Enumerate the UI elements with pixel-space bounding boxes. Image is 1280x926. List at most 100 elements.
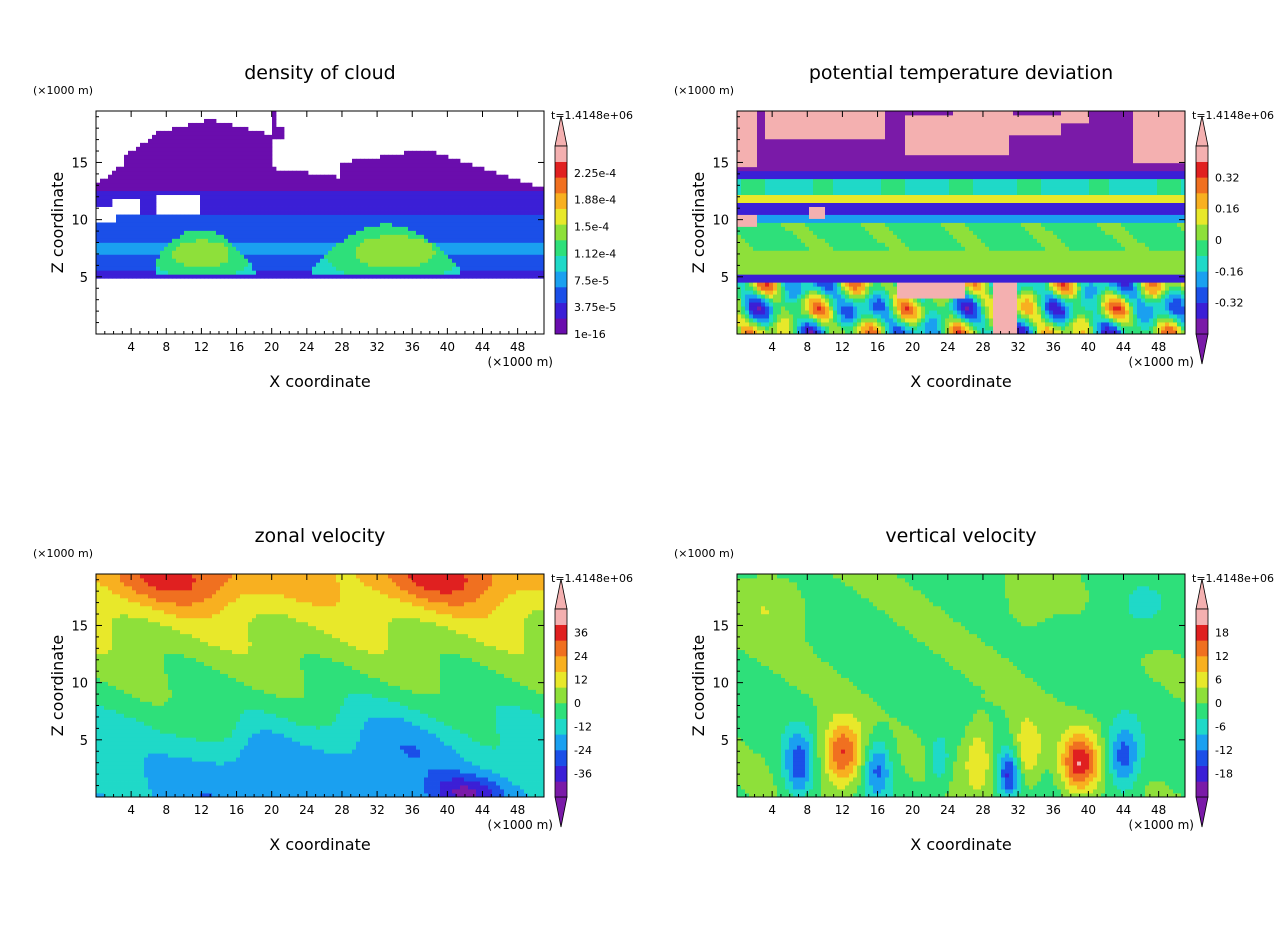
heatmap-cell xyxy=(793,286,798,291)
heatmap-cell xyxy=(176,126,181,132)
heatmap-cell xyxy=(472,270,477,275)
heatmap-cell xyxy=(436,258,441,263)
heatmap-cell xyxy=(220,234,225,239)
heatmap-cell xyxy=(829,298,834,303)
heatmap-cell xyxy=(753,166,758,172)
heatmap-cell xyxy=(240,218,245,223)
heatmap-cell xyxy=(384,202,389,207)
heatmap-cell xyxy=(168,154,173,160)
heatmap-cell xyxy=(404,190,409,196)
heatmap-cell xyxy=(801,306,806,311)
heatmap-cell xyxy=(296,218,301,223)
heatmap-cell xyxy=(520,238,525,243)
heatmap-cell xyxy=(500,214,505,219)
heatmap-cell xyxy=(384,186,389,192)
panel-title: potential temperature deviation xyxy=(809,62,1113,84)
heatmap-cell xyxy=(236,182,241,188)
heatmap-cell xyxy=(536,270,541,275)
heatmap-cell xyxy=(108,242,113,247)
heatmap-cell xyxy=(829,206,834,211)
heatmap-cell xyxy=(276,126,281,132)
heatmap-cell xyxy=(480,182,485,188)
heatmap-cell xyxy=(512,266,517,271)
heatmap-cell xyxy=(152,146,157,152)
heatmap-cell xyxy=(204,158,209,164)
heatmap-cell xyxy=(805,126,810,132)
heatmap-cell xyxy=(765,314,770,319)
heatmap-cell xyxy=(336,214,341,219)
heatmap-cell xyxy=(164,238,169,243)
heatmap-cell xyxy=(272,270,277,275)
heatmap-cell xyxy=(364,166,369,172)
heatmap-cell xyxy=(749,274,754,279)
heatmap-cell xyxy=(336,270,341,275)
heatmap-cell xyxy=(741,330,746,334)
heatmap-cell xyxy=(769,214,774,219)
heatmap-cell xyxy=(216,262,221,267)
heatmap-cell xyxy=(372,214,377,219)
heatmap-cell xyxy=(536,246,541,251)
heatmap-cell xyxy=(160,254,165,259)
heatmap-cell xyxy=(516,234,521,239)
heatmap-cell xyxy=(817,282,822,287)
heatmap-cell xyxy=(428,150,433,156)
heatmap-cell xyxy=(264,266,269,271)
heatmap-cell xyxy=(356,246,361,251)
heatmap-cell xyxy=(528,266,533,271)
heatmap-cell xyxy=(172,218,177,223)
heatmap-cell xyxy=(801,118,806,124)
heatmap-cell xyxy=(308,246,313,251)
heatmap-cell xyxy=(793,154,798,160)
heatmap-cell xyxy=(741,230,746,235)
heatmap-cell xyxy=(801,162,806,168)
heatmap-cell xyxy=(132,214,137,219)
heatmap-cell xyxy=(180,138,185,144)
heatmap-cell xyxy=(436,234,441,239)
heatmap-cell xyxy=(152,206,157,211)
heatmap-cell xyxy=(745,222,750,227)
heatmap-cell xyxy=(789,198,794,203)
heatmap-cell xyxy=(773,186,778,192)
heatmap-cell xyxy=(464,222,469,227)
heatmap-cell xyxy=(476,258,481,263)
heatmap-cell xyxy=(220,202,225,207)
heatmap-cell xyxy=(192,218,197,223)
heatmap-cell xyxy=(448,174,453,180)
heatmap-cell xyxy=(284,186,289,192)
heatmap-cell xyxy=(304,250,309,255)
heatmap-cell xyxy=(372,242,377,247)
heatmap-cell xyxy=(464,230,469,235)
heatmap-cell xyxy=(332,218,337,223)
heatmap-cell xyxy=(492,202,497,207)
heatmap-cell xyxy=(312,218,317,223)
heatmap-cell xyxy=(288,178,293,184)
heatmap-cell xyxy=(440,230,445,235)
heatmap-cell xyxy=(264,134,269,140)
heatmap-cell xyxy=(104,262,109,267)
heatmap-cell xyxy=(164,142,169,148)
heatmap-cell xyxy=(152,218,157,223)
heatmap-cell xyxy=(108,246,113,251)
colorbar-swatch xyxy=(555,318,567,335)
heatmap-cell xyxy=(837,158,842,164)
heatmap-cell xyxy=(276,262,281,267)
heatmap-cell xyxy=(388,210,393,215)
heatmap-cell xyxy=(268,254,273,259)
heatmap-cell xyxy=(124,190,129,196)
heatmap-cell xyxy=(152,194,157,200)
heatmap-cell xyxy=(188,270,193,275)
heatmap-cell xyxy=(424,154,429,160)
heatmap-cell xyxy=(412,218,417,223)
heatmap-cell xyxy=(132,182,137,188)
heatmap-cell xyxy=(532,214,537,219)
heatmap-cell xyxy=(216,146,221,152)
heatmap-cell xyxy=(456,218,461,223)
heatmap-cell xyxy=(196,218,201,223)
heatmap-cell xyxy=(500,242,505,247)
heatmap-cell xyxy=(404,194,409,200)
heatmap-cell xyxy=(749,238,754,243)
heatmap-cell xyxy=(104,230,109,235)
heatmap-cell xyxy=(456,238,461,243)
heatmap-cell xyxy=(741,170,746,176)
heatmap-cell xyxy=(769,182,774,188)
